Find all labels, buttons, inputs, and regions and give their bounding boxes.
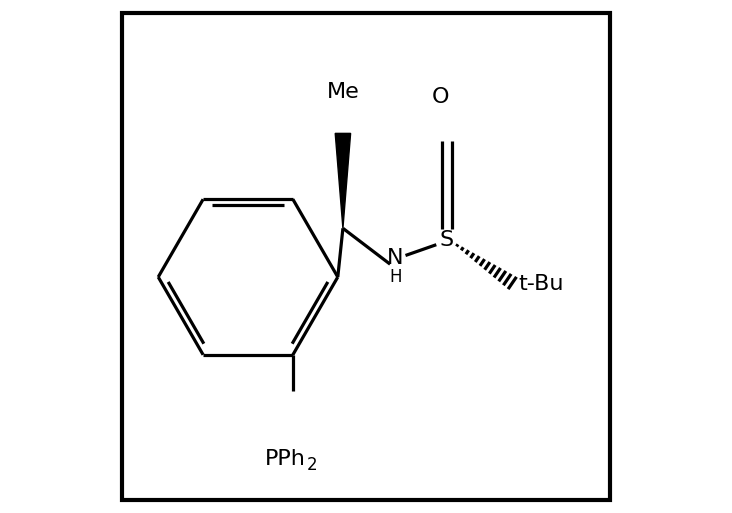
Text: N: N [387,248,403,267]
Text: H: H [389,268,401,286]
Text: Me: Me [326,83,359,102]
Text: t-Bu: t-Bu [519,274,564,294]
Text: 2: 2 [307,456,318,475]
Text: PPh: PPh [264,449,305,469]
Text: O: O [432,88,449,107]
Text: S: S [440,230,454,249]
FancyBboxPatch shape [122,13,610,500]
Polygon shape [335,133,351,228]
